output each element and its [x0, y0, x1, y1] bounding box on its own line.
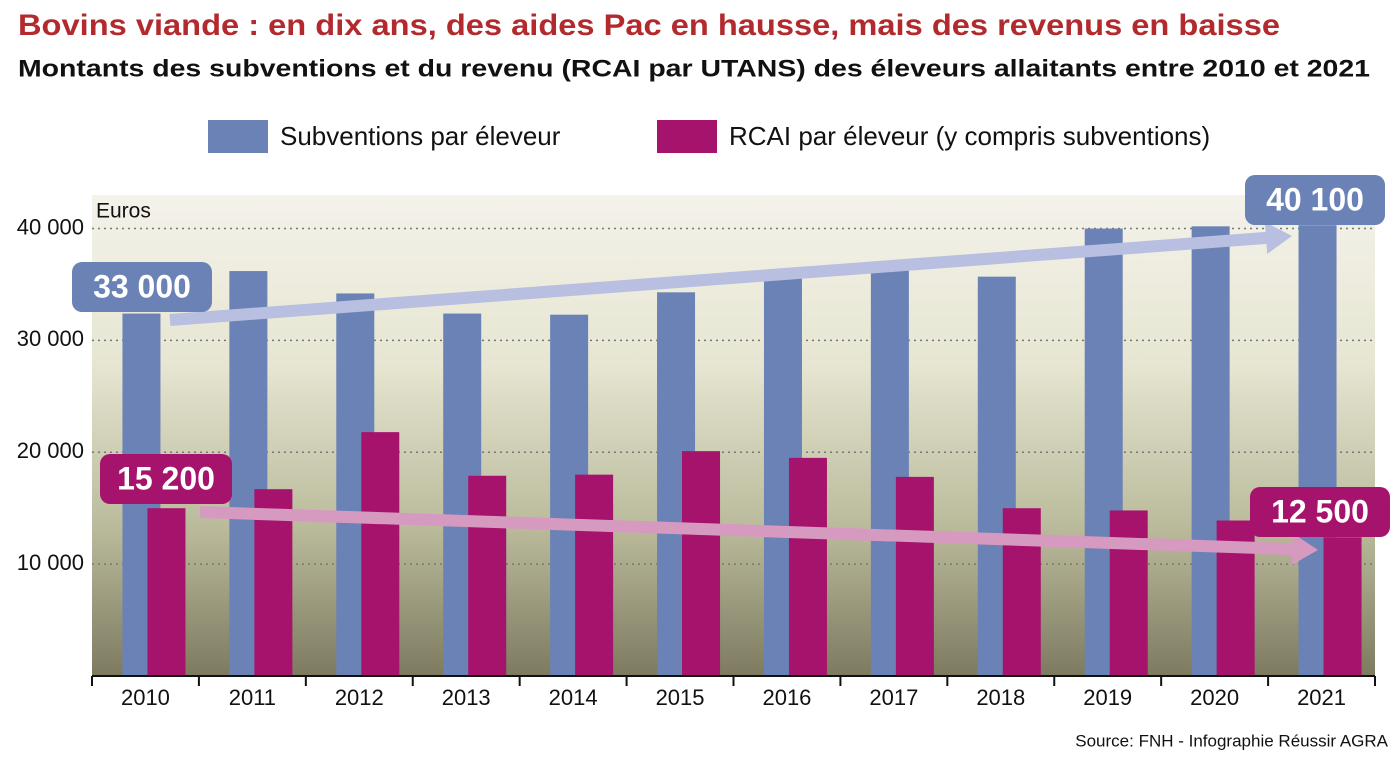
x-tick-label: 2021 [1297, 685, 1346, 710]
trend-arrowhead [1264, 221, 1292, 254]
trend-arrow [169, 231, 1275, 326]
bar [468, 475, 507, 676]
annotation-box [1250, 487, 1390, 537]
x-tick-label: 2012 [335, 685, 384, 710]
x-tick-label: 2017 [869, 685, 918, 710]
legend-label: Subventions par éleveur [280, 121, 561, 151]
bar [682, 451, 721, 676]
bar [1002, 508, 1041, 676]
bar [788, 457, 827, 676]
y-tick-label: 30 000 [17, 326, 84, 351]
annotation: 33 000 [93, 268, 191, 304]
y-tick-label: 40 000 [17, 214, 84, 239]
x-tick-label: 2014 [549, 685, 598, 710]
legend-swatch [208, 120, 268, 153]
x-tick-label: 2011 [229, 685, 276, 710]
bar [1109, 510, 1148, 676]
x-tick-label: 2018 [976, 685, 1025, 710]
annotation: 15 200 [117, 460, 215, 496]
trend-arrow [199, 506, 1301, 556]
x-tick-label: 2010 [121, 685, 170, 710]
bar [895, 476, 934, 676]
bar [575, 474, 614, 676]
x-tick-label: 2015 [656, 685, 705, 710]
legend-swatch [657, 120, 717, 153]
annotation-box [1245, 175, 1385, 225]
x-tick-label: 2013 [442, 685, 491, 710]
annotation-box [100, 454, 232, 504]
bar [361, 432, 400, 676]
trend-arrowhead [1291, 533, 1318, 566]
annotation: 40 100 [1266, 181, 1364, 217]
chart-title: Bovins viande : en dix ans, des aides Pa… [18, 9, 1280, 42]
bar [1323, 537, 1362, 676]
x-tick-label: 2020 [1190, 685, 1239, 710]
bar [147, 508, 186, 676]
y-tick-label: 10 000 [17, 550, 84, 575]
annotation: 12 500 [1271, 493, 1369, 529]
legend-label: RCAI par éleveur (y compris subventions) [729, 121, 1210, 151]
x-tick-label: 2016 [762, 685, 811, 710]
chart-subtitle: Montants des subventions et du revenu (R… [18, 55, 1370, 82]
x-tick-label: 2019 [1083, 685, 1132, 710]
source: Source: FNH - Infographie Réussir AGRA [1075, 731, 1388, 750]
y-tick-label: 20 000 [17, 438, 84, 463]
annotation-box [72, 262, 212, 312]
y-axis-label: Euros [96, 200, 151, 223]
